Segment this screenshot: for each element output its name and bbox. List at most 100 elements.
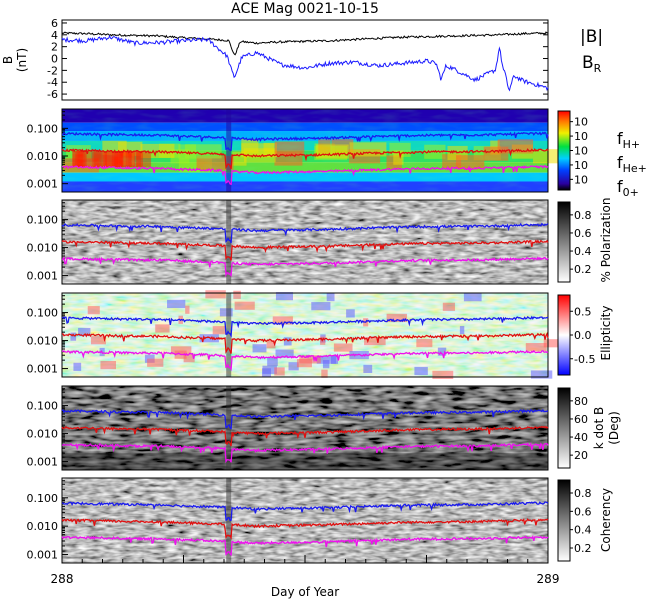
spectrogram-patch [183,354,195,363]
colorbar [557,110,571,191]
freq-ytick-label: 0.001 [27,178,59,191]
event-stripe [226,109,232,192]
colorbar-tick-label: 0.4 [574,524,592,537]
spectrogram-texture [62,109,548,192]
x-tick-label-288: 288 [51,572,74,586]
colorbar-tick-label: 40 [574,431,588,444]
chart-title: ACE Mag 0021-10-15 [231,1,379,17]
freq-ytick-label: 0.100 [27,400,59,413]
spectrogram-texture [62,386,548,470]
spectrogram-patch [185,305,190,314]
colorbar-tick-label: 20 [574,449,588,462]
freq-ytick-label: 0.100 [27,214,59,227]
spectrogram-patch [326,292,335,302]
spectrogram-patch [442,302,455,311]
colorbar [557,201,571,283]
spectrogram-patch [199,334,219,343]
spectrogram-patch [170,346,192,355]
colorbar-tick-label: 0.2 [574,263,592,276]
freq-ytick-label: 0.001 [27,270,59,283]
spectral-panel-4: 0.100 0.010 0.001 0.5 0.0 -0.5 [27,290,595,380]
event-stripe [226,386,232,470]
freq-ytick-label: 0.010 [27,150,59,163]
event-stripe [226,293,232,377]
spectrogram-patch [147,358,164,367]
spectrogram-patch [364,336,386,346]
freq-ytick-label: 0.100 [27,492,59,505]
colorbar [557,294,571,376]
gyrofrequency-line-o [62,349,549,372]
b-field-ylabel-top: B [1,56,15,64]
colorbar-tick-label: 10 [574,130,588,143]
gyrofrequency-line-h [61,222,549,244]
freq-ytick-label: 0.001 [27,548,59,561]
colorbar-label-kdotb: k dot B [592,407,606,449]
spectrogram-patch [100,361,117,370]
colorbar-tick-label: 0.2 [574,542,592,555]
spectrogram-patch [316,355,337,364]
spectrogram-patch [288,362,299,371]
spectrogram-patch [275,349,294,358]
gyrofrequency-line-he [61,425,549,447]
event-stripe [226,200,232,284]
gyrofrequency-line-h [62,501,549,522]
spectrogram-patch [530,370,553,379]
colorbar-tick-label: 0.4 [574,245,592,258]
b-r-line [61,34,549,92]
spectrogram-patch [463,293,482,302]
spectrogram-texture [62,478,548,563]
colorbar [557,479,571,562]
legend-f-o: f0+ [617,177,639,199]
spectrogram-patch [283,337,292,346]
spectrogram-patch [155,324,170,333]
b-field-ytick-label: 2 [51,41,58,54]
gyrofrequency-line-he [61,147,549,170]
colorbar-tick-label: 0.0 [574,329,592,342]
spectrogram-patch [346,309,355,318]
spectrogram-patch [262,368,272,377]
spectrogram-patch [252,344,267,353]
b-field-ytick-label: 6 [51,17,58,30]
spectrogram-patch [272,316,293,325]
spectrogram-patch [543,339,562,348]
colorbar-tick-label: 10 [574,145,588,158]
gyrofrequency-line-o [61,442,549,464]
gyrofrequency-line-h [61,315,549,339]
spectrogram-patch [459,325,465,335]
gyrofrequency-legend: fH+ fHe+ f0+ [617,129,647,199]
spectrogram-patch [90,336,106,345]
freq-ytick-label: 0.001 [27,456,59,469]
legend-f-h-main: f [617,129,623,148]
colorbar-tick-label: -0.5 [574,353,595,366]
legend-f-o-sub: 0+ [623,186,639,199]
legend-f-h-sub: H+ [623,138,641,151]
freq-ytick-label: 0.001 [27,363,59,376]
colorbar-label-polarization: % Polarization [599,198,613,283]
gyrofrequency-line-h [61,408,549,430]
event-stripe [226,478,232,563]
spectrogram-shade [62,453,548,470]
freq-ytick-label: 0.010 [27,428,59,441]
spectrogram-patch [73,362,82,371]
freq-ytick-label: 0.100 [27,307,59,320]
b-field-ytick-label: -4 [47,76,58,89]
spectrogram-patch [70,332,77,341]
spectrogram-patch [322,360,330,369]
spectrogram-patch [233,290,241,299]
colorbar-tick-label: 10 [574,116,588,129]
legend-b-total: |B| [580,27,603,47]
gyrofrequency-line-o [61,256,549,278]
x-tick-label-289: 289 [537,572,560,586]
spectrogram-patch [363,364,373,374]
b-field-ytick-label: -2 [47,64,58,77]
colorbar-tick-label: 0.8 [574,209,592,222]
spectrogram-patch [321,369,328,378]
gyrofrequency-line-o [61,165,549,186]
spectrogram-patch [414,366,428,376]
gyrofrequency-line-h [61,131,549,152]
colorbar-tick-label: 60 [574,413,588,426]
colorbar-tick-label: 10 [574,159,588,172]
spectrogram-patch [167,299,186,309]
spectrogram-patch [266,340,276,349]
